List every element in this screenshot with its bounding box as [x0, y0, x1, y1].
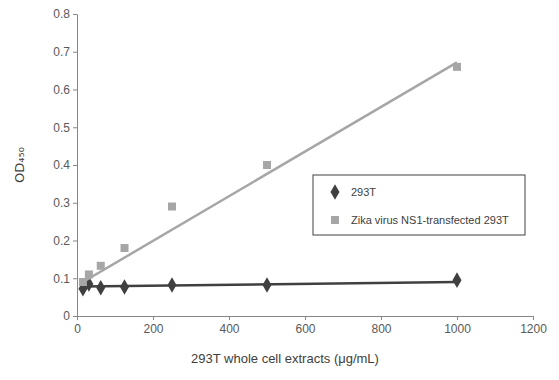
point: [121, 244, 129, 252]
x-tick: 0: [74, 316, 81, 336]
y-tick-label: 0.2: [53, 234, 70, 248]
x-tick: 1200: [520, 316, 547, 336]
x-tick-mark: [153, 316, 154, 320]
y-tick: 0.1: [53, 272, 77, 286]
y-tick-mark: [73, 127, 77, 128]
y-tick: 0.6: [53, 83, 77, 97]
point: [79, 278, 87, 286]
x-tick-label: 800: [371, 322, 391, 336]
x-tick-mark: [381, 316, 382, 320]
y-tick-mark: [73, 203, 77, 204]
x-tick: 800: [371, 316, 391, 336]
point: [263, 161, 271, 169]
y-axis-line: [77, 15, 78, 317]
series: [79, 62, 461, 286]
trend-line: [83, 62, 457, 282]
legend-label: Zika virus NS1-transfected 293T: [351, 214, 509, 226]
y-tick-label: 0.5: [53, 121, 70, 135]
legend-box: [313, 175, 525, 235]
point: [168, 277, 177, 293]
y-tick-label: 0.7: [53, 45, 70, 59]
x-tick-label: 0: [74, 322, 81, 336]
x-axis: 0 200 400 600 800 1000 1200: [74, 316, 547, 336]
y-tick-mark: [73, 241, 77, 242]
y-axis-title: OD₄₅₀: [12, 147, 27, 183]
plot-area: 0 0.1 0.2 0.3 0.4 0.5 0.6 0.7 0.8 0 200 400 600 800 10…: [53, 7, 547, 335]
x-axis-title: 293T whole cell extracts (μg/mL): [191, 351, 379, 366]
y-tick-label: 0.8: [53, 7, 70, 21]
y-tick-mark: [73, 14, 77, 15]
series: [78, 272, 461, 296]
legend-marker: [331, 184, 340, 200]
y-tick: 0.8: [53, 7, 77, 21]
y-tick-mark: [73, 278, 77, 279]
y-tick-mark: [73, 316, 77, 317]
point: [453, 63, 461, 71]
point: [120, 279, 129, 295]
x-tick-label: 600: [295, 322, 315, 336]
y-tick: 0.2: [53, 234, 77, 248]
x-tick-mark: [457, 316, 458, 320]
point: [453, 272, 462, 288]
y-tick-label: 0.4: [53, 158, 70, 172]
y-tick-label: 0.3: [53, 196, 70, 210]
point: [168, 203, 176, 211]
y-tick: 0.3: [53, 196, 77, 210]
legend-marker: [331, 216, 339, 224]
point: [96, 280, 105, 296]
y-tick-label: 0.1: [53, 272, 70, 286]
x-tick-label: 400: [219, 322, 239, 336]
x-tick: 400: [219, 316, 239, 336]
y-tick: 0.4: [53, 158, 77, 172]
legend-label: 293T: [351, 186, 376, 198]
x-tick: 200: [143, 316, 163, 336]
y-tick-label: 0: [63, 309, 70, 323]
legend: 293T Zika virus NS1-transfected 293T: [313, 175, 525, 235]
x-tick: 600: [295, 316, 315, 336]
x-tick: 1000: [444, 316, 471, 336]
y-tick-mark: [73, 90, 77, 91]
x-tick-mark: [305, 316, 306, 320]
point: [85, 270, 93, 278]
x-tick-mark: [77, 316, 78, 320]
y-tick: 0.7: [53, 45, 77, 59]
x-tick-mark: [229, 316, 230, 320]
y-axis: 0 0.1 0.2 0.3 0.4 0.5 0.6 0.7 0.8: [53, 7, 77, 323]
point: [97, 262, 105, 270]
x-tick-label: 1000: [444, 322, 471, 336]
y-tick-mark: [73, 165, 77, 166]
x-tick-mark: [533, 316, 534, 320]
y-tick-label: 0.6: [53, 83, 70, 97]
x-tick-label: 200: [143, 322, 163, 336]
chart: 0 0.1 0.2 0.3 0.4 0.5 0.6 0.7 0.8 0 200 400 600 800 10…: [0, 0, 559, 380]
point: [263, 277, 272, 293]
y-tick-mark: [73, 52, 77, 53]
y-tick: 0.5: [53, 121, 77, 135]
x-tick-label: 1200: [520, 322, 547, 336]
